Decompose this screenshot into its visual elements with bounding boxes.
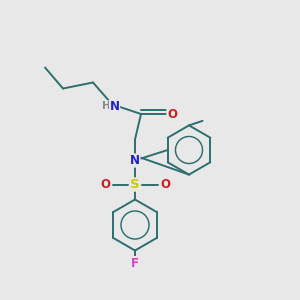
Text: H: H <box>102 101 111 111</box>
Text: S: S <box>130 178 140 191</box>
Text: F: F <box>131 256 139 270</box>
Text: O: O <box>167 107 177 121</box>
Text: O: O <box>160 178 170 191</box>
Text: N: N <box>110 100 120 113</box>
Text: O: O <box>100 178 110 191</box>
Text: N: N <box>130 154 140 167</box>
